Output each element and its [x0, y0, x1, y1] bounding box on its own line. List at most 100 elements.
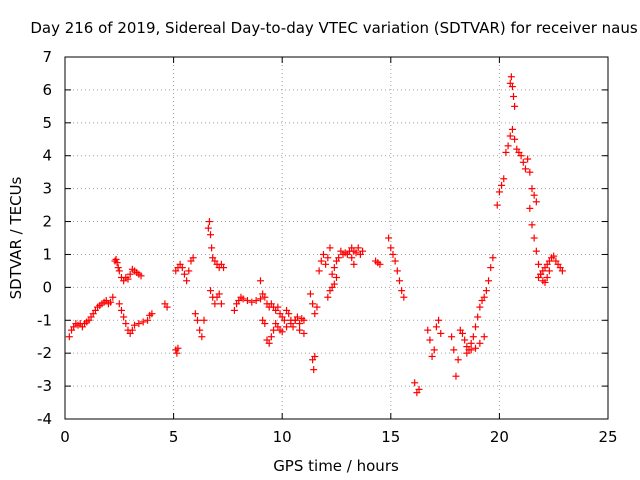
y-tick-label: 1 — [42, 245, 52, 263]
data-point — [472, 323, 480, 331]
data-point — [461, 336, 469, 344]
data-point — [285, 310, 293, 318]
data-point — [498, 181, 506, 189]
data-point — [528, 185, 536, 193]
data-point — [322, 260, 330, 268]
data-point — [112, 255, 120, 263]
data-point — [256, 277, 264, 285]
data-point — [435, 316, 443, 324]
data-point — [430, 346, 438, 354]
data-point — [178, 264, 186, 272]
x-tick-label: 10 — [273, 428, 292, 446]
data-point — [333, 273, 340, 281]
y-tick-label: -1 — [37, 311, 52, 329]
y-tick-label: 6 — [42, 81, 52, 99]
data-point — [448, 333, 456, 341]
data-point — [274, 303, 282, 311]
data-point — [267, 333, 275, 341]
data-point — [139, 318, 147, 326]
y-tick-label: 0 — [42, 278, 52, 296]
data-point — [117, 306, 125, 314]
data-point — [220, 264, 228, 272]
data-point — [507, 73, 515, 81]
data-point — [476, 339, 484, 347]
data-point — [185, 267, 193, 275]
data-point — [458, 329, 466, 337]
data-point — [189, 254, 197, 262]
chart-title: Day 216 of 2019, Sidereal Day-to-day VTE… — [30, 19, 638, 37]
data-point — [324, 293, 332, 301]
data-point — [205, 218, 213, 226]
data-point — [543, 273, 551, 281]
data-point — [550, 252, 558, 260]
x-tick-label: 5 — [169, 428, 179, 446]
data-point — [278, 328, 286, 336]
data-point — [144, 316, 152, 324]
data-point — [480, 293, 488, 301]
data-point — [65, 333, 73, 341]
data-point — [239, 295, 247, 303]
data-point — [359, 247, 367, 255]
data-point — [391, 257, 399, 265]
data-point — [415, 385, 423, 393]
data-point — [511, 135, 519, 143]
data-point — [517, 152, 525, 160]
data-point — [487, 264, 495, 272]
data-point — [395, 277, 403, 285]
data-point — [534, 260, 542, 268]
data-point — [330, 264, 338, 272]
y-tick-label: 7 — [42, 48, 52, 66]
data-point — [173, 349, 181, 357]
data-point — [504, 142, 512, 150]
data-point — [310, 366, 318, 374]
x-axis-label: GPS time / hours — [273, 457, 399, 475]
data-point — [114, 264, 122, 272]
data-point — [537, 270, 545, 278]
data-point — [163, 303, 171, 311]
data-point — [300, 329, 308, 337]
data-point — [354, 244, 362, 252]
data-point — [450, 346, 458, 354]
data-point — [335, 254, 343, 262]
data-point — [311, 352, 319, 360]
data-point — [524, 155, 532, 163]
data-point — [467, 346, 475, 354]
data-point — [400, 293, 408, 301]
data-point — [196, 326, 204, 334]
y-tick-label: 4 — [42, 147, 52, 165]
data-point — [350, 260, 358, 268]
data-point — [472, 344, 480, 352]
data-point — [230, 306, 238, 314]
data-point — [558, 267, 566, 275]
data-point — [393, 267, 401, 275]
data-point — [495, 188, 503, 196]
data-point — [217, 300, 225, 308]
data-point — [208, 244, 216, 252]
data-point — [437, 329, 445, 337]
data-point — [545, 267, 553, 275]
y-tick-label: 2 — [42, 213, 52, 231]
data-point — [519, 158, 527, 166]
data-point — [313, 303, 321, 311]
data-point — [387, 244, 395, 252]
data-point — [452, 372, 460, 380]
data-point — [476, 303, 484, 311]
data-point — [207, 287, 215, 295]
data-point — [126, 270, 134, 278]
data-point — [120, 313, 128, 321]
data-point — [270, 326, 278, 334]
data-point — [215, 290, 223, 298]
data-point — [317, 257, 325, 265]
data-point — [109, 293, 117, 301]
data-point — [508, 125, 516, 133]
data-point — [389, 250, 397, 258]
y-tick-label: 5 — [42, 114, 52, 132]
data-point — [207, 231, 215, 239]
data-point — [311, 310, 319, 318]
plot-frame — [64, 56, 609, 420]
data-point — [315, 267, 323, 275]
data-point — [526, 204, 534, 212]
data-point — [131, 321, 139, 329]
data-point — [193, 316, 201, 324]
